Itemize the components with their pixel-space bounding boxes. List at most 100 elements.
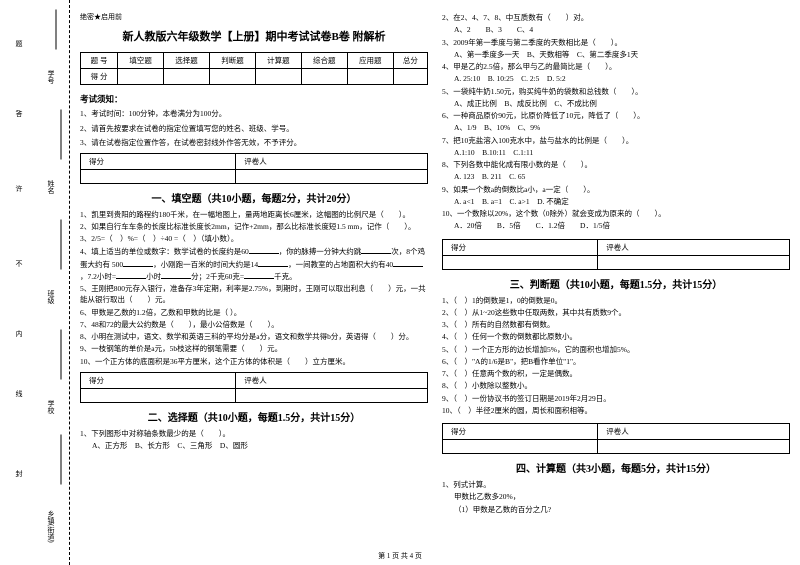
choice-q9: 9、如果一个数a的倒数比a小，a一定（ ）。	[442, 184, 790, 195]
fill-q9: 9、一枝钢笔的单价是a元，5b枝这样的钢笔需要（ ）元。	[80, 343, 428, 354]
seal-char: 许	[14, 185, 24, 192]
calc-q1b: （1）甲数是乙数的百分之几?	[442, 504, 790, 515]
score-cell	[255, 69, 301, 85]
marker-cell: 评卷人	[236, 153, 428, 169]
section-3-title: 三、判断题（共10小题，每题1.5分，共计15分）	[442, 276, 790, 291]
table-row: 题 号 填空题 选择题 判断题 计算题 综合题 应用题 总分	[81, 53, 428, 69]
table-row: 得 分	[81, 69, 428, 85]
marker-cell	[598, 440, 790, 454]
field-id: 学号	[46, 70, 56, 84]
notice-item: 3、请在试卷指定位置作答，在试卷密封线外作答无效，不予评分。	[80, 138, 428, 149]
choice-q6-opts: A、1/9 B、10% C、9%	[442, 122, 790, 133]
q4-part: 4、填上适当的单位或数字：数学试卷的长度约是60	[80, 247, 249, 256]
exam-title: 新人教版六年级数学【上册】期中考试试卷B卷 附解析	[80, 28, 428, 44]
score-cell	[347, 69, 393, 85]
marker-cell	[236, 388, 428, 402]
marker-cell: 评卷人	[598, 239, 790, 255]
right-column: 2、在2、4、7、8、中互质数有（ ）对。 A、2 B、3 C、4 3、2009…	[442, 12, 790, 565]
choice-q10: 10、一个数除以20%，这个数（0除外）就会变成为原来的（ ）。	[442, 208, 790, 219]
seal-char: 封	[14, 470, 24, 477]
q4-part: 小时	[146, 272, 161, 281]
table-row: 得分 评卷人	[81, 372, 428, 388]
seal-char: 答	[14, 110, 24, 117]
seal-char: 线	[14, 390, 24, 397]
choice-q5: 5、一袋纯牛奶1.50元，购买纯牛奶的袋数和总钱数（ ）。	[442, 86, 790, 97]
notice-item: 1、考试时间：100分钟，本卷满分为100分。	[80, 109, 428, 120]
marker-cell	[236, 169, 428, 183]
q4-part: ，小刚跑一百米的时间大约是14	[153, 260, 258, 269]
marker-cell	[443, 440, 598, 454]
marker-cell: 得分	[81, 153, 236, 169]
marker-cell: 得分	[443, 424, 598, 440]
notice-heading: 考试须知：	[80, 93, 428, 105]
calc-q1a: 甲数比乙数多20%，	[442, 491, 790, 502]
table-row: 得分 评卷人	[443, 424, 790, 440]
score-cell: 综合题	[301, 53, 347, 69]
q4-part: 分；2千克60克=	[191, 272, 244, 281]
score-cell: 题 号	[81, 53, 118, 69]
marker-table: 得分 评卷人	[80, 372, 428, 403]
fill-q2: 2、如果自行车车条的长度比标准长度长2mm，记作+2mm，那么比标准长度短1.5…	[80, 221, 428, 232]
score-cell: 填空题	[118, 53, 164, 69]
calc-q1: 1、列式计算。	[442, 479, 790, 490]
judge-q7: 7、（ ）任意两个数的积，一定是偶数。	[442, 368, 790, 379]
field-line	[61, 220, 70, 270]
choice-q7-opts: A.1:10 B.10:11 C.1:11	[442, 147, 790, 158]
field-line	[56, 10, 65, 50]
fill-q4: 4、填上适当的单位或数字：数学试卷的长度约是60，你的脉搏一分钟大约跳次，8个鸡…	[80, 245, 428, 282]
score-cell: 应用题	[347, 53, 393, 69]
q4-part: ，7.2小时=	[80, 272, 116, 281]
blank	[393, 258, 423, 267]
fill-q3: 3、2/5=（ ）%=（ ）÷40 =（ ）（填小数）。	[80, 233, 428, 244]
marker-cell: 评卷人	[236, 372, 428, 388]
exam-page: 乡镇(街道) 学校 班级 姓名 学号 封 线 内 不 许 答 题 绝密★启用前 …	[0, 0, 800, 565]
marker-table: 得分 评卷人	[442, 423, 790, 454]
q4-part: 千克。	[274, 272, 297, 281]
marker-cell: 评卷人	[598, 424, 790, 440]
score-cell	[393, 69, 427, 85]
page-footer: 第 1 页 共 4 页	[0, 551, 800, 561]
choice-q2-opts: A、2 B、3 C、4	[442, 24, 790, 35]
seal-char: 内	[14, 330, 24, 337]
judge-q3: 3、（ ）所有的自然数都有倒数。	[442, 319, 790, 330]
blank	[244, 270, 274, 279]
table-row	[81, 169, 428, 183]
secret-label: 绝密★启用前	[80, 12, 428, 22]
choice-q1-opts: A、正方形 B、长方形 C、三角形 D、圆形	[80, 440, 428, 451]
section-1-title: 一、填空题（共10小题，每题2分，共计20分）	[80, 190, 428, 205]
marker-cell	[443, 255, 598, 269]
blank	[249, 245, 279, 254]
field-class: 班级	[46, 290, 56, 304]
marker-table: 得分 评卷人	[442, 239, 790, 270]
choice-q5-opts: A、成正比例 B、成反比例 C、不成比例	[442, 98, 790, 109]
seal-char: 题	[14, 40, 24, 47]
judge-q6: 6、（ ）"A的1/6是B"，把B看作单位"1"。	[442, 356, 790, 367]
fill-q10: 10、一个正方体的底面积是36平方厘米，这个正方体的体积是（ ）立方厘米。	[80, 356, 428, 367]
binding-margin: 乡镇(街道) 学校 班级 姓名 学号 封 线 内 不 许 答 题	[0, 0, 70, 565]
table-row: 得分 评卷人	[81, 153, 428, 169]
score-cell: 选择题	[164, 53, 210, 69]
score-cell: 总分	[393, 53, 427, 69]
blank	[258, 258, 288, 267]
fill-q6: 6、甲数是乙数的1.2倍，乙数和甲数的比是（ ）。	[80, 307, 428, 318]
q4-part: ，你的脉搏一分钟大约跳	[279, 247, 362, 256]
choice-q2: 2、在2、4、7、8、中互质数有（ ）对。	[442, 12, 790, 23]
section-2-title: 二、选择题（共10小题，每题1.5分，共计15分）	[80, 409, 428, 424]
score-cell	[164, 69, 210, 85]
judge-q4: 4、（ ）任何一个数的倒数都比原数小。	[442, 331, 790, 342]
judge-q2: 2、（ ）从1~20这些数中任取两数，其中共有质数9个。	[442, 307, 790, 318]
table-row	[443, 255, 790, 269]
score-cell: 计算题	[255, 53, 301, 69]
seal-char: 不	[14, 260, 24, 267]
content-columns: 绝密★启用前 新人教版六年级数学【上册】期中考试试卷B卷 附解析 题 号 填空题…	[70, 0, 800, 565]
blank	[161, 270, 191, 279]
choice-q1: 1、下列图形中对称轴条数最少的是（ ）。	[80, 428, 428, 439]
judge-q9: 9、（ ）一份协议书的签订日期是2019年2月29日。	[442, 393, 790, 404]
field-line	[61, 435, 70, 485]
marker-cell: 得分	[81, 372, 236, 388]
judge-q1: 1、（ ）1的倒数是1，0的倒数是0。	[442, 295, 790, 306]
section-4-title: 四、计算题（共3小题，每题5分，共计15分）	[442, 460, 790, 475]
table-row	[443, 440, 790, 454]
marker-cell	[598, 255, 790, 269]
choice-q10-opts: A．20倍 B．5倍 C．1.2倍 D．1/5倍	[442, 220, 790, 231]
